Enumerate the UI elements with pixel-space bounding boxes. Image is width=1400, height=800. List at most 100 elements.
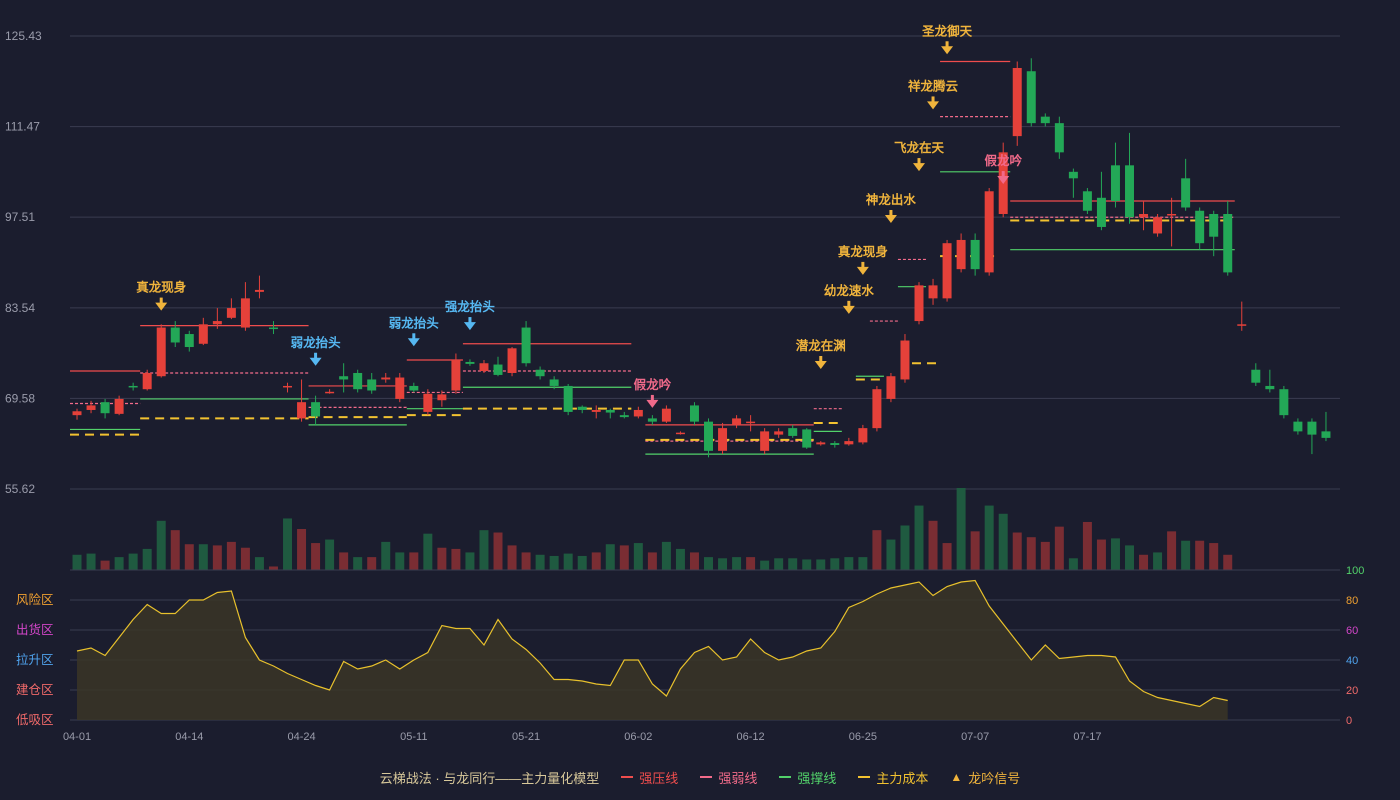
signal-arrow-icon bbox=[856, 266, 869, 275]
date-tick-label: 06-25 bbox=[849, 731, 877, 743]
grid-lines bbox=[70, 35, 1340, 490]
candle-body bbox=[872, 389, 882, 429]
volume-bar bbox=[1096, 539, 1106, 570]
signal-arrow-icon bbox=[309, 357, 322, 366]
candle-body bbox=[437, 394, 447, 401]
candle-body bbox=[1110, 165, 1120, 202]
candle-body bbox=[268, 327, 278, 330]
volume-bar bbox=[1054, 526, 1064, 570]
date-tick-label: 07-17 bbox=[1073, 731, 1101, 743]
volume-bar bbox=[283, 518, 293, 570]
triangle-icon: ▲ bbox=[950, 770, 963, 784]
legend-title: 云梯战法 · 与龙同行——主力量化模型 bbox=[379, 770, 600, 786]
candle-body bbox=[1293, 421, 1303, 432]
volume-bar bbox=[746, 557, 756, 570]
signal-arrow-stem bbox=[819, 355, 823, 362]
signal-label: 飞龙在天 bbox=[894, 140, 945, 155]
candle-body bbox=[142, 372, 152, 390]
volume-bar bbox=[872, 530, 882, 570]
volume-bar bbox=[142, 548, 152, 570]
candle-body bbox=[788, 428, 798, 436]
signal-arrow-icon bbox=[155, 302, 168, 311]
volume-bar bbox=[72, 554, 82, 570]
signal-arrow-icon bbox=[884, 214, 897, 223]
volume-bar bbox=[479, 530, 489, 570]
volume-bar bbox=[830, 558, 840, 570]
legend-item-cost: 主力成本 bbox=[858, 768, 928, 787]
volume-bar bbox=[886, 539, 896, 570]
candle-body bbox=[1167, 213, 1177, 216]
candle-body bbox=[1040, 116, 1050, 124]
volume-bar bbox=[900, 525, 910, 570]
volume-bar bbox=[268, 566, 278, 570]
volume-bar bbox=[128, 553, 138, 570]
legend-item-signal: ▲ 龙吟信号 bbox=[950, 768, 1020, 787]
price-tick-label: 55.62 bbox=[5, 482, 35, 496]
volume-bar bbox=[86, 553, 96, 570]
candle-body bbox=[1279, 389, 1289, 416]
signal-label: 真龙现身 bbox=[838, 244, 889, 259]
candle-body bbox=[72, 411, 82, 416]
volume-bar bbox=[1125, 545, 1134, 570]
signal-arrow-stem bbox=[945, 41, 949, 48]
candle-body bbox=[1265, 385, 1275, 390]
volume-bar bbox=[1209, 543, 1219, 570]
date-tick-label: 05-11 bbox=[400, 731, 427, 743]
volume-bar bbox=[535, 554, 545, 570]
signal-arrow-icon bbox=[407, 338, 420, 347]
volume-bar bbox=[633, 543, 643, 570]
volume-bar bbox=[381, 541, 391, 570]
signal-label: 神龙出水 bbox=[866, 192, 917, 207]
volume-bar bbox=[1153, 552, 1163, 570]
candle-body bbox=[802, 429, 812, 448]
osc-tick-label: 100 bbox=[1346, 565, 1364, 577]
candle-body bbox=[661, 408, 671, 422]
volume-bar bbox=[184, 544, 194, 570]
candle-body bbox=[339, 376, 349, 380]
candle-body bbox=[647, 418, 657, 422]
osc-zone-label: 风险区 bbox=[16, 592, 54, 607]
volume-bar bbox=[493, 532, 503, 570]
signal-arrow-stem bbox=[412, 333, 416, 340]
candle-body bbox=[1237, 324, 1247, 326]
candle-body bbox=[198, 324, 208, 344]
legend-label-cost: 主力成本 bbox=[876, 770, 929, 786]
signal-label: 祥龙腾云 bbox=[908, 78, 959, 93]
volume-bar bbox=[198, 544, 208, 570]
candle-body bbox=[100, 402, 110, 414]
candle-body bbox=[1209, 213, 1219, 237]
candle-body bbox=[1125, 165, 1134, 218]
volume-bar bbox=[998, 513, 1008, 570]
signal-arrow-stem bbox=[861, 261, 865, 268]
volume-bar bbox=[591, 552, 601, 570]
legend-swatch-weak bbox=[700, 776, 713, 778]
volume-bar bbox=[254, 557, 264, 570]
volume-bar bbox=[718, 558, 728, 570]
osc-zone-label: 拉升区 bbox=[16, 652, 54, 667]
candle-body bbox=[942, 243, 952, 299]
volume-bar bbox=[1040, 541, 1050, 570]
signal-arrow-icon bbox=[997, 176, 1010, 185]
legend-swatch-support bbox=[779, 776, 792, 778]
date-tick-label: 06-12 bbox=[737, 731, 765, 743]
candle-body bbox=[479, 363, 489, 372]
candle-body bbox=[325, 391, 335, 394]
candle-body bbox=[507, 348, 517, 373]
price-tick-label: 69.58 bbox=[5, 391, 35, 405]
signal-arrow-stem bbox=[847, 300, 851, 307]
volume-bar bbox=[170, 530, 180, 570]
candle-body bbox=[591, 409, 601, 412]
legend-label-weak: 强弱线 bbox=[718, 770, 758, 786]
candle-body bbox=[718, 428, 728, 451]
candle-body bbox=[1139, 213, 1149, 218]
signal-arrow-icon bbox=[646, 399, 659, 408]
volume-bar bbox=[212, 545, 222, 570]
signal-arrow-stem bbox=[1001, 171, 1005, 178]
signal-label: 假龙吟 bbox=[984, 153, 1022, 168]
candle-body bbox=[886, 376, 896, 399]
legend-item-weak: 强弱线 bbox=[700, 768, 757, 787]
volume-bar bbox=[970, 531, 980, 570]
candle-body bbox=[1012, 67, 1022, 137]
osc-line bbox=[76, 579, 1228, 708]
